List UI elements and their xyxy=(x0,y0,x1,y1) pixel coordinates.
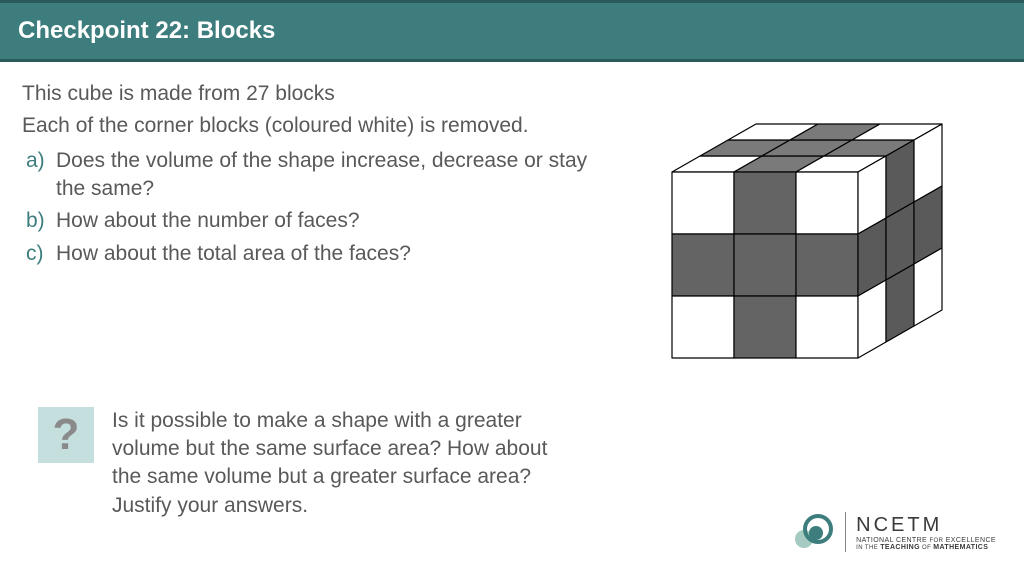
question-text: How about the number of faces? xyxy=(56,207,360,235)
question-marker: a) xyxy=(26,147,56,204)
slide-header: Checkpoint 22: Blocks xyxy=(0,0,1024,62)
question-item: a) Does the volume of the shape increase… xyxy=(26,147,612,204)
logo-text: NCETM NATIONAL CENTRE FOR EXCELLENCE IN … xyxy=(856,514,996,551)
question-item: b) How about the number of faces? xyxy=(26,207,612,235)
intro-block: This cube is made from 27 blocks Each of… xyxy=(22,80,612,141)
diagram-column xyxy=(632,80,1002,386)
intro-line-1: This cube is made from 27 blocks xyxy=(22,80,612,108)
question-item: c) How about the total area of the faces… xyxy=(26,240,612,268)
content-row: This cube is made from 27 blocks Each of… xyxy=(0,62,1024,386)
ncetm-logo: NCETM NATIONAL CENTRE FOR EXCELLENCE IN … xyxy=(791,510,996,554)
logo-tagline-1: NATIONAL CENTRE FOR EXCELLENCE xyxy=(856,537,996,544)
extension-block: ? Is it possible to make a shape with a … xyxy=(38,407,578,520)
extension-text: Is it possible to make a shape with a gr… xyxy=(112,407,578,520)
logo-tagline-2: IN THE TEACHING OF MATHEMATICS xyxy=(856,544,996,551)
question-marker: c) xyxy=(26,240,56,268)
question-text: How about the total area of the faces? xyxy=(56,240,411,268)
intro-line-2: Each of the corner blocks (coloured whit… xyxy=(22,112,612,140)
cube-diagram xyxy=(642,86,992,386)
question-text: Does the volume of the shape increase, d… xyxy=(56,147,612,204)
question-mark-glyph: ? xyxy=(53,410,80,460)
logo-name: NCETM xyxy=(856,514,996,537)
logo-divider xyxy=(845,512,846,552)
text-column: This cube is made from 27 blocks Each of… xyxy=(22,80,632,386)
logo-mark-icon xyxy=(791,510,835,554)
question-list: a) Does the volume of the shape increase… xyxy=(22,147,612,268)
question-mark-icon: ? xyxy=(38,407,94,463)
slide-title: Checkpoint 22: Blocks xyxy=(18,17,275,44)
question-marker: b) xyxy=(26,207,56,235)
